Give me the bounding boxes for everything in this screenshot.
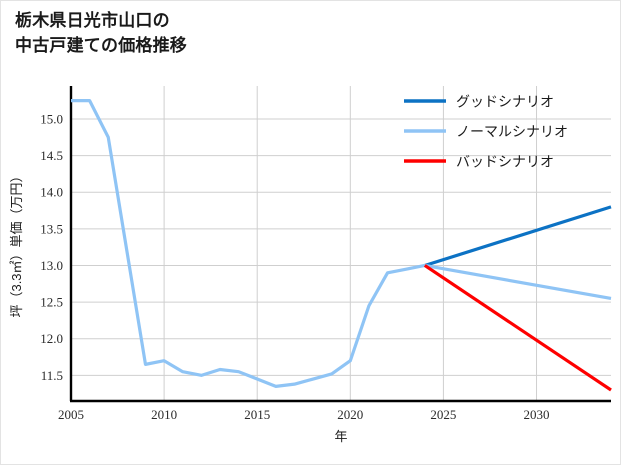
y-axis-tick-label: 14.0 bbox=[40, 185, 63, 200]
legend-label-ノーマルシナリオ: ノーマルシナリオ bbox=[456, 126, 568, 141]
x-axis-tick-label: 2010 bbox=[151, 407, 177, 422]
y-axis-tick-label: 12.0 bbox=[40, 331, 63, 346]
x-axis-tick-label: 2005 bbox=[58, 407, 84, 422]
x-axis-tick-label: 2025 bbox=[430, 407, 456, 422]
x-axis-tick-label: 2015 bbox=[244, 407, 270, 422]
page-title: 栃木県日光市山口の 中古戸建ての価格推移 bbox=[15, 11, 187, 55]
y-axis-tick-label: 14.5 bbox=[40, 148, 63, 163]
y-axis-tick-label: 11.5 bbox=[41, 368, 63, 383]
x-axis-title: 年 bbox=[334, 429, 347, 444]
x-axis-tick-label: 2020 bbox=[337, 407, 363, 422]
series-line-ノーマルシナリオ bbox=[71, 99, 612, 388]
y-axis-title: 坪（3.3㎡）単価（万円） bbox=[9, 169, 24, 317]
series-line-グッドシナリオ bbox=[424, 205, 612, 268]
legend-label-バッドシナリオ: バッドシナリオ bbox=[456, 156, 554, 171]
series-line-バッドシナリオ bbox=[423, 264, 612, 392]
y-axis-tick-label: 12.5 bbox=[40, 295, 63, 310]
x-axis-tick-label: 2030 bbox=[524, 407, 550, 422]
legend-label-グッドシナリオ: グッドシナリオ bbox=[456, 95, 554, 111]
y-axis-tick-label: 13.5 bbox=[40, 221, 63, 236]
y-axis-tick-label: 15.0 bbox=[40, 111, 63, 126]
y-axis-tick-label: 13.0 bbox=[40, 258, 63, 273]
